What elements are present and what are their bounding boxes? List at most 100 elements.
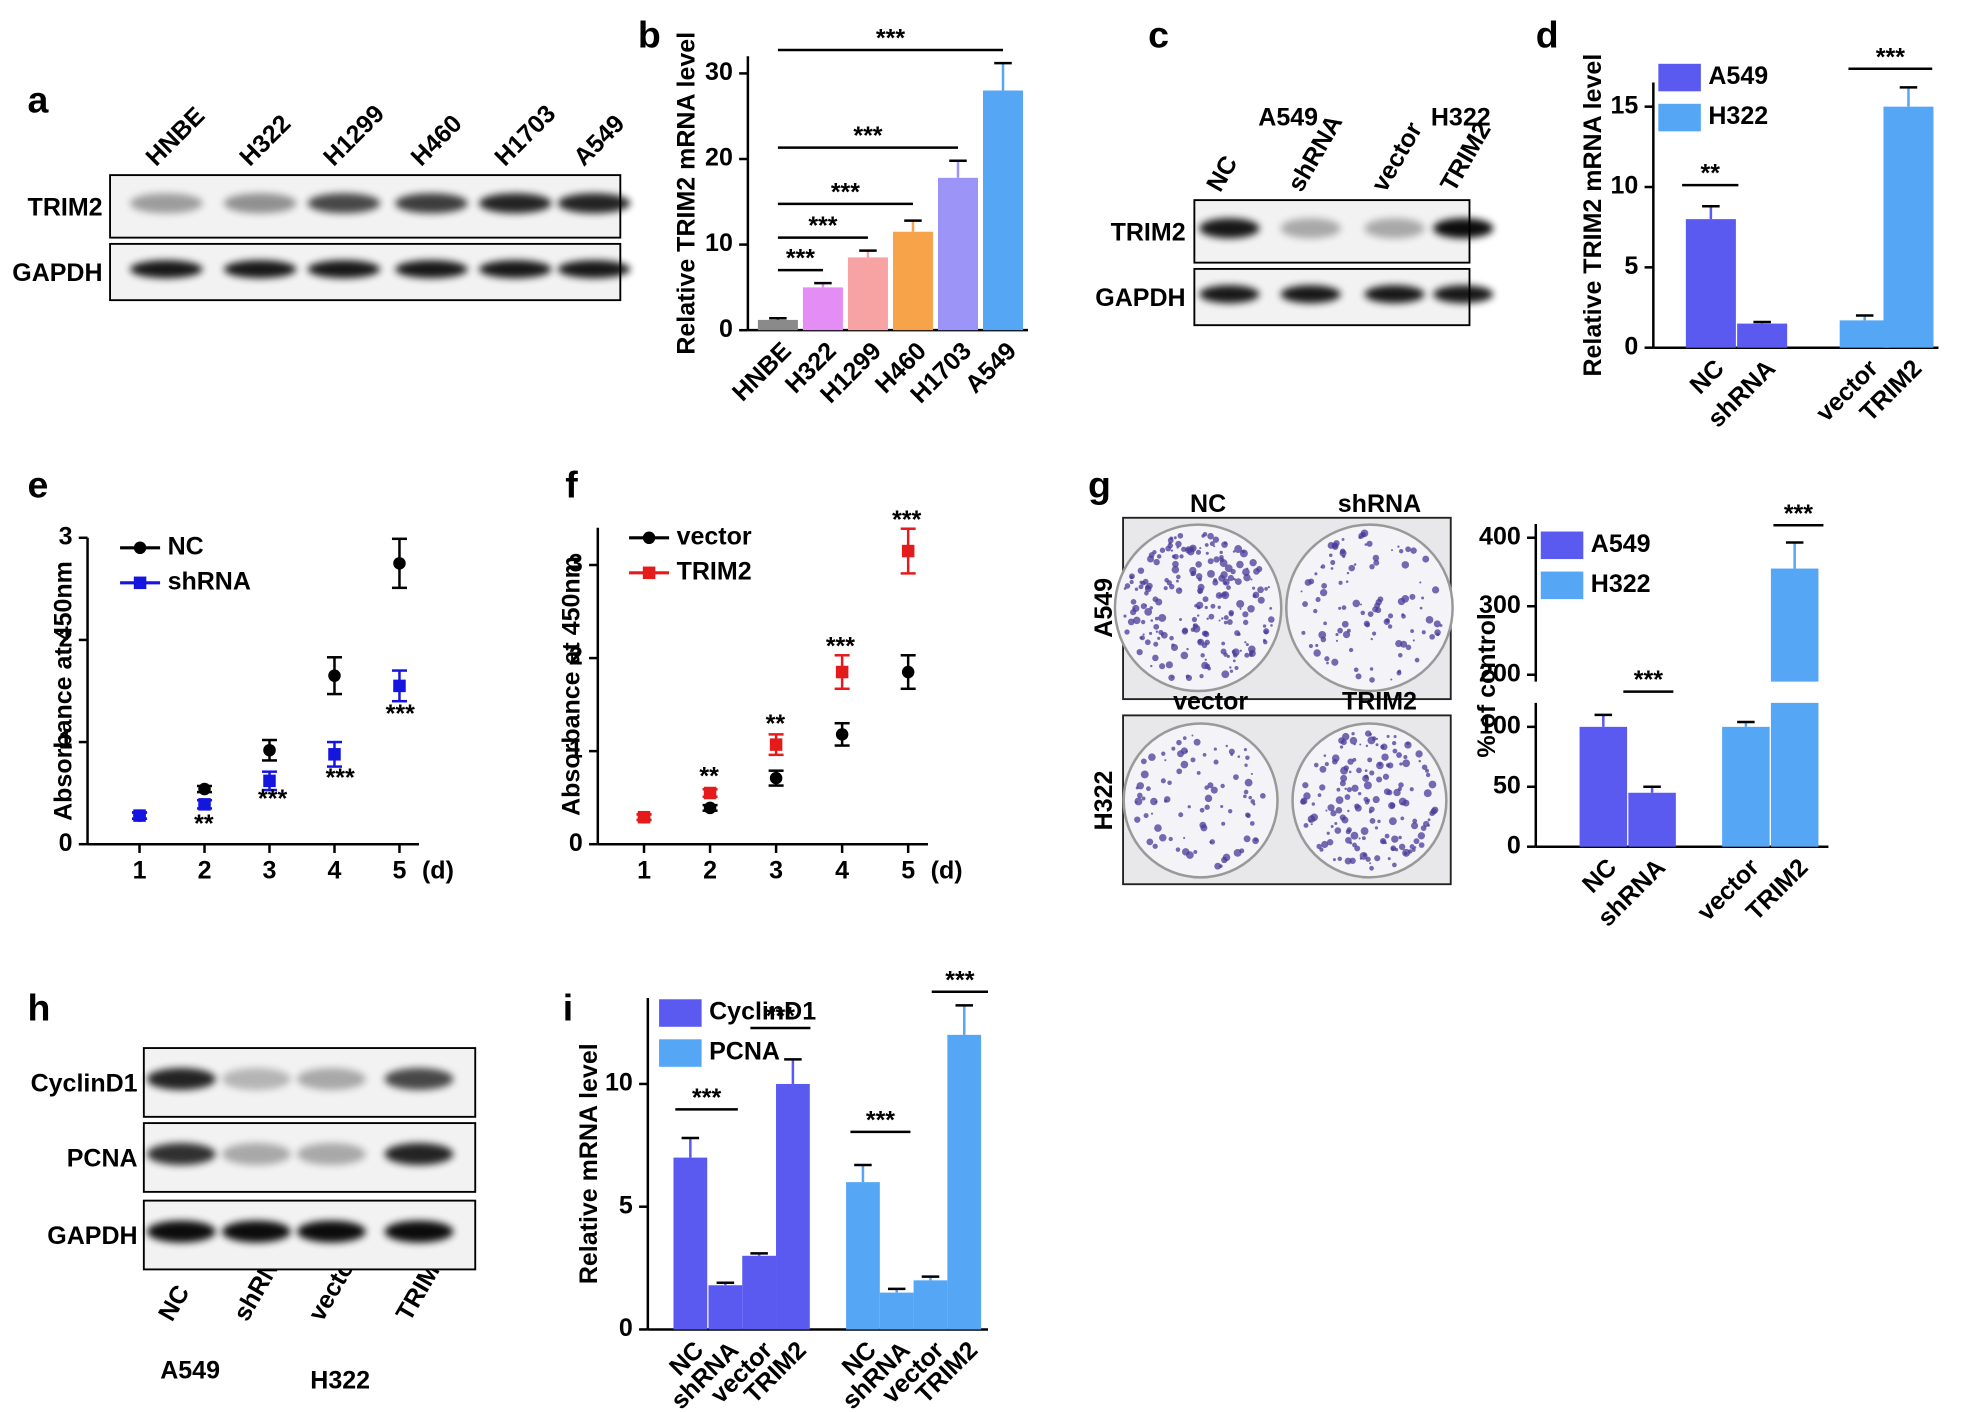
colony — [1132, 604, 1140, 613]
colony — [1195, 549, 1202, 555]
colony — [1244, 652, 1250, 658]
colony — [1187, 805, 1191, 809]
colony — [1409, 593, 1416, 600]
colony — [1204, 605, 1208, 610]
marker — [835, 728, 849, 741]
blot-band — [297, 1067, 366, 1091]
colony — [1300, 590, 1303, 593]
colony — [1327, 541, 1335, 549]
row-label: A549 — [1090, 578, 1118, 638]
colony — [1348, 770, 1352, 774]
colony — [1212, 536, 1220, 543]
colony — [1232, 659, 1236, 663]
blot-band — [297, 1143, 366, 1166]
colony — [1160, 778, 1166, 784]
colony — [1319, 765, 1327, 773]
colony — [1144, 608, 1153, 616]
colony — [1176, 579, 1179, 583]
colony — [1421, 764, 1428, 770]
y-tick-label: 20 — [705, 144, 733, 172]
colony — [1308, 643, 1314, 649]
colony — [1176, 739, 1182, 746]
colony — [1221, 617, 1224, 620]
colony — [1319, 784, 1326, 791]
bar — [1883, 106, 1934, 348]
blot-band — [557, 260, 631, 279]
colony — [1339, 814, 1346, 821]
colony — [1346, 787, 1352, 793]
colony — [1221, 641, 1226, 646]
colony — [1233, 774, 1239, 780]
significance-label: *** — [945, 966, 974, 994]
colony — [1340, 774, 1348, 782]
colony — [1190, 627, 1196, 632]
x-tick-label: 4 — [835, 856, 849, 884]
colony — [1361, 836, 1366, 841]
blot-band — [1364, 285, 1425, 304]
colony — [1206, 617, 1209, 621]
colony — [1190, 757, 1196, 763]
colony — [1207, 782, 1214, 789]
y-axis-label: Relative TRIM2 mRNA level — [672, 32, 700, 355]
colony — [1181, 546, 1187, 552]
colony — [1324, 762, 1329, 767]
colony — [1217, 605, 1221, 609]
colony — [1377, 819, 1381, 824]
x-tick-label: 4 — [328, 856, 342, 884]
column-label: NC — [1190, 490, 1226, 518]
colony — [1348, 564, 1355, 572]
significance-label: *** — [808, 212, 837, 240]
colony — [1346, 827, 1352, 833]
bar — [1579, 726, 1628, 847]
colony — [1318, 630, 1327, 639]
panel-label: g — [1088, 464, 1111, 506]
colony — [1168, 674, 1175, 681]
colony — [1218, 619, 1221, 622]
colony — [1339, 549, 1347, 557]
colony — [1391, 835, 1399, 843]
colony — [1253, 568, 1260, 575]
colony — [1250, 578, 1253, 581]
colony — [1362, 853, 1367, 857]
colony — [1175, 847, 1181, 852]
colony — [1366, 540, 1373, 547]
colony — [1374, 855, 1381, 862]
colony — [1197, 639, 1203, 644]
legend-label: H322 — [1708, 102, 1768, 130]
colony — [1328, 553, 1333, 558]
blot-band — [223, 260, 297, 279]
colony — [1411, 822, 1419, 830]
colony — [1249, 821, 1255, 826]
panel-label: i — [563, 986, 573, 1028]
bar — [1628, 792, 1676, 847]
colony — [1152, 654, 1159, 662]
colony — [1398, 652, 1403, 658]
colony — [1176, 574, 1181, 580]
colony — [1170, 549, 1174, 552]
bar — [742, 1255, 777, 1330]
colony — [1221, 591, 1230, 600]
x-tick-label: 5 — [901, 856, 915, 884]
colony — [1185, 674, 1190, 679]
colony — [1400, 802, 1404, 805]
colony — [1180, 651, 1189, 660]
colony — [1213, 556, 1220, 563]
y-tick-label: 10 — [1611, 172, 1639, 200]
colony — [1364, 769, 1368, 773]
y-axis-label: Absorbance at 450nm — [557, 556, 585, 816]
colony — [1153, 558, 1160, 566]
colony — [1213, 578, 1218, 583]
colony — [1405, 546, 1411, 553]
y-tick-label: 300 — [1479, 591, 1521, 619]
colony — [1313, 608, 1318, 614]
blot-band — [221, 1143, 291, 1166]
colony — [1373, 559, 1380, 566]
colony — [1239, 848, 1245, 854]
colony — [1391, 740, 1397, 746]
colony — [1124, 629, 1130, 635]
colony — [1304, 579, 1312, 586]
colony — [1199, 807, 1205, 813]
colony — [1327, 804, 1335, 812]
colony — [1345, 580, 1349, 583]
colony — [1234, 545, 1243, 553]
